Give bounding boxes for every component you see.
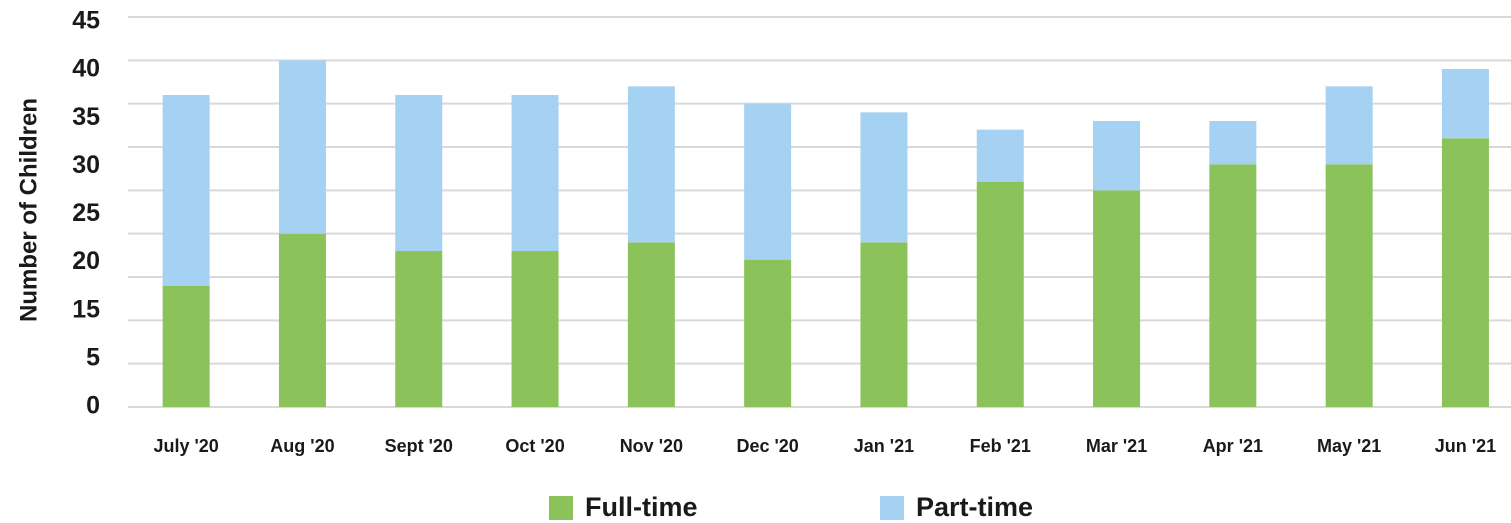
bar-segment [1093, 121, 1141, 191]
x-tick-label: Jun '21 [1435, 436, 1496, 456]
bar-segment [627, 242, 675, 407]
bar-segment [1441, 69, 1489, 139]
legend-swatch [880, 496, 904, 520]
bar-segment [278, 233, 326, 407]
bar-segment [162, 285, 210, 407]
bar-segment [511, 95, 559, 251]
bar-segment [1093, 190, 1141, 407]
x-tick-label: July '20 [153, 436, 218, 456]
bar-segment [395, 95, 443, 251]
y-tick-label: 5 [86, 343, 100, 371]
x-tick-label: Jan '21 [854, 436, 914, 456]
bar-segment [1441, 138, 1489, 408]
x-tick-label: Apr '21 [1203, 436, 1263, 456]
x-tick-label: May '21 [1317, 436, 1381, 456]
bar-segment [860, 242, 908, 407]
bar-segment [162, 95, 210, 286]
x-tick-label: Mar '21 [1086, 436, 1147, 456]
bar-segment [1209, 121, 1257, 165]
y-tick-label: 25 [72, 199, 100, 227]
x-tick-label: Sept '20 [385, 436, 453, 456]
bar-segment [1325, 86, 1373, 165]
bar-segment [860, 112, 908, 243]
x-tick-label: Nov '20 [620, 436, 683, 456]
legend-label: Part-time [916, 492, 1033, 522]
bar-segment [744, 259, 792, 407]
bar-segment [511, 251, 559, 407]
bar-segment [278, 60, 326, 234]
bar-segment [976, 129, 1024, 182]
bar-segment [976, 181, 1024, 407]
legend-label: Full-time [585, 492, 698, 522]
bar-segment [744, 103, 792, 260]
y-tick-label: 0 [86, 392, 100, 420]
bar-segment [1325, 164, 1373, 407]
y-axis-title: Number of Children [15, 98, 42, 322]
x-tick-label: Feb '21 [970, 436, 1031, 456]
bar-segment [627, 86, 675, 243]
legend-swatch [549, 496, 573, 520]
bar-segment [395, 251, 443, 407]
y-tick-label: 35 [72, 103, 100, 131]
x-tick-label: Oct '20 [505, 436, 564, 456]
y-tick-label: 45 [72, 7, 100, 35]
y-tick-label: 40 [72, 55, 100, 83]
x-tick-label: Dec '20 [736, 436, 798, 456]
y-tick-label: 30 [72, 151, 100, 179]
y-tick-label: 15 [72, 295, 100, 323]
y-tick-label: 20 [72, 247, 100, 275]
bar-segment [1209, 164, 1257, 407]
x-tick-label: Aug '20 [270, 436, 334, 456]
